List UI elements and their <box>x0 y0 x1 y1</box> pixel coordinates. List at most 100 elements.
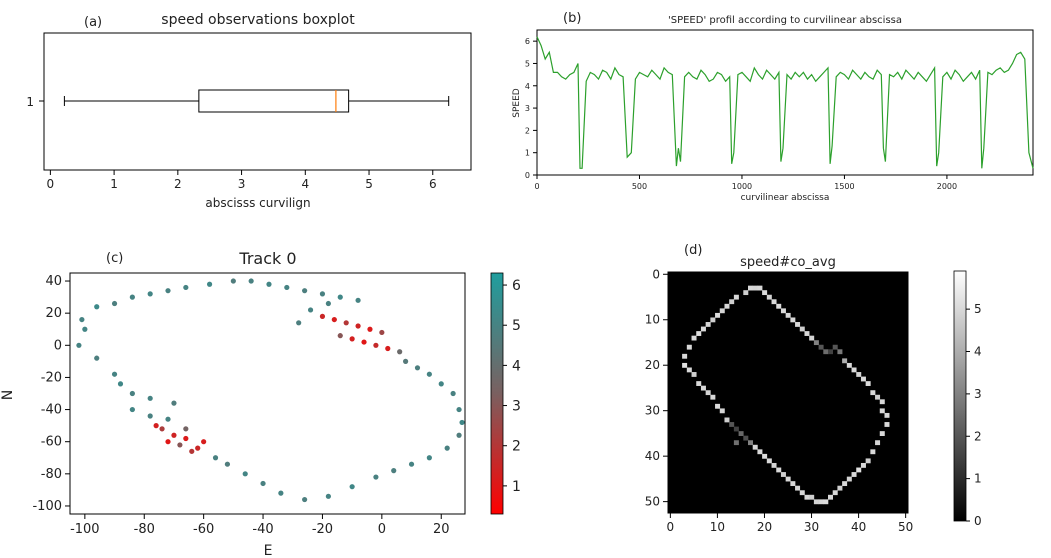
heatmap-xtick-label: 30 <box>804 520 819 534</box>
scatter-point <box>379 329 385 336</box>
heatmap-cell <box>879 431 885 436</box>
scatter-point <box>183 284 189 291</box>
scatter-point <box>302 496 308 503</box>
boxplot-xtick-label: 1 <box>110 177 118 191</box>
scatter-point <box>129 406 135 413</box>
scatter-point <box>201 439 207 445</box>
heatmap-cell <box>705 390 711 396</box>
scatter-point <box>266 281 272 287</box>
scatter-point <box>165 439 171 445</box>
scatter-point <box>260 480 266 487</box>
scatter-point <box>94 355 100 361</box>
scatter-points <box>76 278 465 503</box>
heatmap-colorbar-ticks: 0 1 2 3 4 5 <box>966 302 982 528</box>
scatter-point <box>189 448 195 454</box>
scatter-point <box>165 288 171 294</box>
scatter-ytick-label: -20 <box>41 370 62 385</box>
boxplot-xtick-label: 2 <box>174 177 182 191</box>
heatmap-cell <box>799 490 805 496</box>
heatmap-colorbar-tick-label: 5 <box>974 302 982 316</box>
scatter-point <box>349 336 355 342</box>
heatmap-cell <box>879 408 885 414</box>
scatter-xtick-label: 20 <box>433 522 450 537</box>
scatter-point <box>278 490 284 496</box>
scatter-point <box>325 493 331 499</box>
heatmap-xtick-label: 20 <box>757 520 772 534</box>
scatter-point <box>307 307 314 313</box>
heatmap-cell <box>832 490 838 496</box>
boxplot-xtick-label: 4 <box>301 177 309 191</box>
line-ylabel: SPEED <box>512 88 522 118</box>
scatter-colorbar-tick-label: 1 <box>512 479 521 495</box>
scatter-point <box>325 300 331 307</box>
line-xtick-label: 2000 <box>937 182 957 191</box>
heatmap-cell <box>837 485 843 491</box>
heatmap-cell <box>865 458 871 464</box>
scatter-point <box>94 304 100 310</box>
heatmap-cell <box>790 481 796 487</box>
scatter-point <box>408 461 415 467</box>
scatter-point <box>373 474 379 480</box>
scatter-point <box>319 313 326 319</box>
scatter-point <box>414 365 421 371</box>
heatmap-cell <box>795 322 801 327</box>
heatmap-cell <box>691 372 697 377</box>
heatmap-cell <box>719 308 725 314</box>
scatter-title: Track 0 <box>238 249 296 268</box>
heatmap-cell <box>729 299 735 305</box>
panel-label-d: (d) <box>684 243 702 258</box>
heatmap-cell <box>818 344 824 350</box>
scatter-point <box>76 342 82 348</box>
scatter-xtick-label: -40 <box>252 522 273 537</box>
panel-label-c: (c) <box>106 251 123 266</box>
heatmap-cell <box>682 353 688 359</box>
scatter-point <box>111 300 118 307</box>
scatter-colorbar-ticks: 1 2 3 4 5 6 <box>503 278 521 495</box>
line-ytick-label: 0 <box>525 171 530 180</box>
line-panel: 'SPEED' profil according to curvilinear … <box>512 15 1034 203</box>
scatter-point <box>129 390 135 397</box>
heatmap-colorbar-tick-label: 3 <box>974 387 982 401</box>
heatmap-cell <box>724 417 730 423</box>
heatmap-cell <box>842 481 848 487</box>
boxplot-xlabel: abscisss curvilign <box>205 196 310 210</box>
heatmap-cell <box>762 290 768 296</box>
heatmap-cell <box>809 494 815 500</box>
heatmap-title: speed#co_avg <box>740 255 836 270</box>
line-ytick-label: 4 <box>525 82 530 91</box>
scatter-ytick-label: 40 <box>45 274 62 289</box>
scatter-point <box>224 461 231 467</box>
scatter-point <box>456 432 462 438</box>
scatter-point <box>391 468 397 474</box>
heatmap-cell <box>828 494 834 500</box>
heatmap-cell <box>860 376 866 382</box>
scatter-xtick-label: -20 <box>312 522 333 537</box>
scatter-point <box>242 471 248 477</box>
scatter-point <box>147 291 153 297</box>
heatmap-ticks: 0 10 20 30 40 50 0 10 20 30 40 50 <box>645 267 914 534</box>
heatmap-colorbar-tick-label: 0 <box>974 514 982 528</box>
heatmap-cell <box>757 449 763 455</box>
speed-series-line <box>536 36 1034 169</box>
heatmap-cell <box>870 390 876 396</box>
scatter-colorbar <box>490 272 504 515</box>
line-ytick-label: 1 <box>525 149 530 158</box>
heatmap-cell <box>719 408 725 414</box>
scatter-point <box>212 455 219 461</box>
heatmap-ytick-label: 30 <box>645 404 660 418</box>
scatter-point <box>355 297 361 303</box>
scatter-colorbar-tick-label: 2 <box>512 439 521 455</box>
scatter-xlabel: E <box>264 543 273 558</box>
scatter-point <box>153 423 159 429</box>
line-axes <box>536 29 1034 176</box>
heatmap-cell <box>856 372 862 377</box>
scatter-point <box>183 435 189 442</box>
heatmap-cell <box>856 467 862 473</box>
scatter-point <box>159 426 165 432</box>
heatmap-cell <box>733 426 739 432</box>
heatmap-cell <box>733 440 739 446</box>
scatter-point <box>230 278 236 284</box>
scatter-point <box>343 320 349 326</box>
heatmap-cell <box>851 472 857 477</box>
scatter-point <box>129 294 135 300</box>
